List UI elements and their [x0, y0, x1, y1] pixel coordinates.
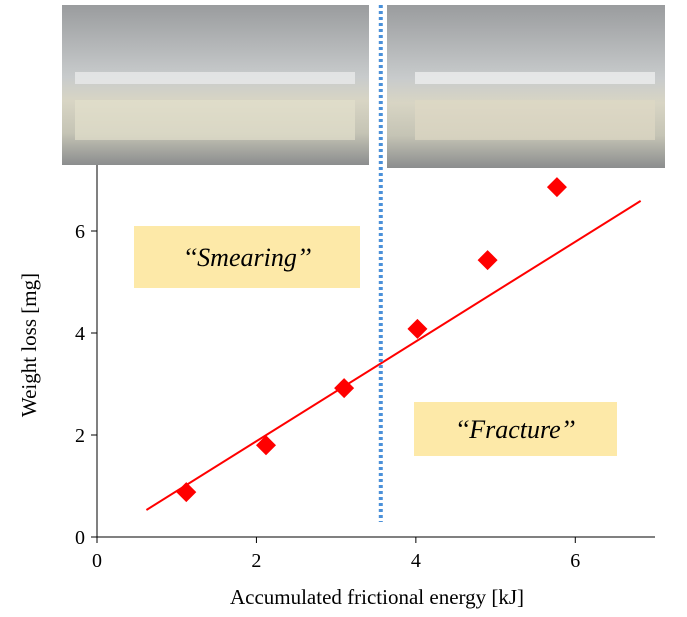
data-point	[546, 177, 567, 198]
data-point	[477, 250, 498, 271]
data-point	[176, 482, 197, 503]
annotation-box	[414, 402, 617, 456]
x-tick-label: 6	[570, 550, 580, 572]
x-tick-label: 4	[411, 550, 421, 572]
data-point	[334, 378, 355, 399]
x-tick-label: 2	[251, 550, 261, 572]
trend-line	[145, 200, 642, 511]
photo-right	[387, 5, 665, 168]
annotation-box	[134, 226, 360, 288]
y-tick-label: 0	[75, 527, 85, 549]
plot-area: 0 2 4 6 0 2 4 6	[75, 129, 655, 572]
x-tick-label: 0	[92, 550, 102, 572]
y-tick-label: 6	[75, 221, 85, 243]
photo-left	[62, 5, 369, 165]
y-tick-label: 4	[75, 323, 85, 345]
x-axis-label: Accumulated frictional energy [kJ]	[230, 585, 524, 609]
annotation: ‘‘Fracture’’	[455, 415, 575, 444]
overlay	[176, 5, 567, 522]
data-point	[407, 318, 428, 339]
y-axis-label: Weight loss [mg]	[17, 273, 41, 417]
data-point	[255, 435, 276, 456]
annotation: ‘‘Smearing’’	[183, 243, 312, 272]
y-tick-label: 2	[75, 425, 85, 447]
